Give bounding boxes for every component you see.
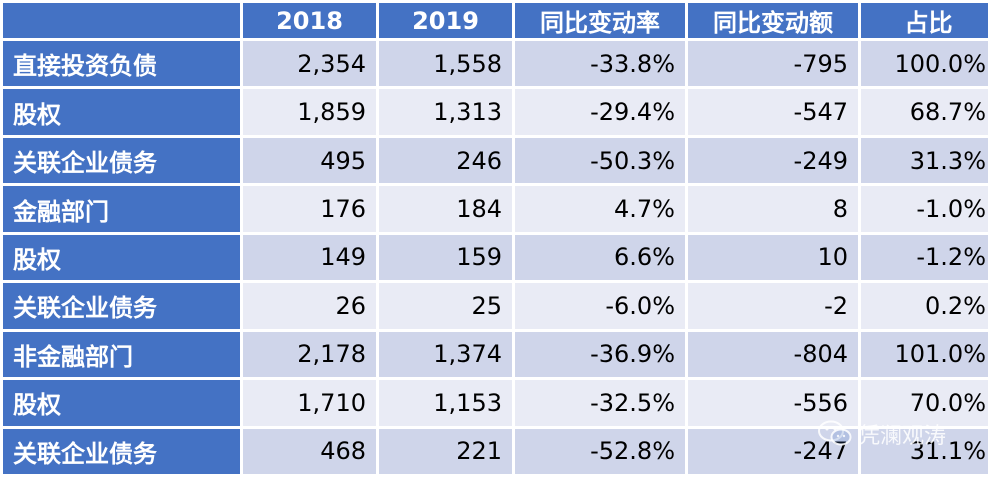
row-label: 直接投资负债 [3,41,240,87]
table-row: 非金融部门 2,178 1,374 -36.9% -804 101.0% [3,331,988,378]
table-row: 关联企业债务 26 25 -6.0% -2 0.2% [3,283,988,329]
row-label: 股权 [3,380,240,426]
table-cell: 1,710 [243,380,376,426]
table-cell: 468 [243,428,376,474]
table-cell: 2,354 [243,41,376,87]
table-cell: 159 [379,234,512,281]
table-row: 股权 1,859 1,313 -29.4% -547 68.7% [3,89,988,135]
table-cell: -29.4% [515,89,685,135]
table-row: 关联企业债务 468 221 -52.8% -247 31.1% [3,428,988,474]
table-cell: 246 [379,137,512,184]
table-row: 金融部门 176 184 4.7% 8 -1.0% [3,186,988,232]
table-cell: -547 [688,89,858,135]
table-cell: 10 [688,234,858,281]
header-row: 2018 2019 同比变动率 同比变动额 占比 [3,3,988,38]
row-label: 关联企业债务 [3,137,240,184]
table-cell: -1.0% [861,186,988,232]
table-cell: 6.6% [515,234,685,281]
table-cell: -1.2% [861,234,988,281]
table-row: 股权 1,710 1,153 -32.5% -556 70.0% [3,380,988,426]
table-cell: -247 [688,428,858,474]
table-cell: 101.0% [861,331,988,378]
table-cell: 1,859 [243,89,376,135]
table-cell: -50.3% [515,137,685,184]
row-label: 关联企业债务 [3,283,240,329]
column-header: 同比变动率 [515,3,685,38]
table-cell: 149 [243,234,376,281]
row-label: 股权 [3,89,240,135]
column-header: 2018 [243,3,376,38]
table-cell: 31.3% [861,137,988,184]
table-cell: -36.9% [515,331,685,378]
table-cell: -33.8% [515,41,685,87]
table-cell: -556 [688,380,858,426]
table-cell: 1,374 [379,331,512,378]
table-cell: 495 [243,137,376,184]
table-cell: 68.7% [861,89,988,135]
table-cell: 0.2% [861,283,988,329]
column-header: 同比变动额 [688,3,858,38]
table-row: 直接投资负债 2,354 1,558 -33.8% -795 100.0% [3,41,988,87]
table-cell: -52.8% [515,428,685,474]
table-cell: 221 [379,428,512,474]
row-label: 非金融部门 [3,331,240,378]
table-cell: -249 [688,137,858,184]
table-cell: 184 [379,186,512,232]
table-cell: -804 [688,331,858,378]
table-row: 关联企业债务 495 246 -50.3% -249 31.3% [3,137,988,184]
table-cell: 176 [243,186,376,232]
row-label: 股权 [3,234,240,281]
table-cell: -795 [688,41,858,87]
table-cell: 26 [243,283,376,329]
table-cell: 8 [688,186,858,232]
table-cell: 70.0% [861,380,988,426]
table-cell: 31.1% [861,428,988,474]
table-cell: 2,178 [243,331,376,378]
row-label: 金融部门 [3,186,240,232]
table-cell: 1,313 [379,89,512,135]
table-cell: 1,153 [379,380,512,426]
table-cell: 1,558 [379,41,512,87]
column-header: 2019 [379,3,512,38]
column-header: 占比 [861,3,988,38]
table-cell: 25 [379,283,512,329]
table-cell: -32.5% [515,380,685,426]
table-cell: -2 [688,283,858,329]
row-label: 关联企业债务 [3,428,240,474]
table-cell: 4.7% [515,186,685,232]
table-cell: -6.0% [515,283,685,329]
table-row: 股权 149 159 6.6% 10 -1.2% [3,234,988,281]
header-corner [3,3,240,38]
table-cell: 100.0% [861,41,988,87]
